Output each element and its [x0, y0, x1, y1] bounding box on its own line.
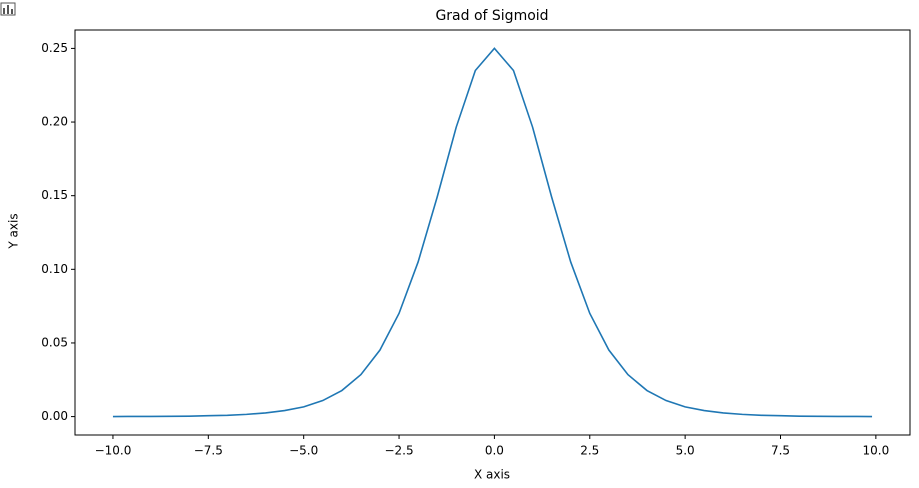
- x-tick-label: −7.5: [194, 444, 223, 458]
- x-tick-label: 7.5: [771, 444, 790, 458]
- plot-frame: [74, 29, 911, 436]
- y-tick-label: 0.00: [41, 409, 68, 423]
- x-tick-label: 0.0: [485, 444, 504, 458]
- x-tick-label: 10.0: [863, 444, 890, 458]
- y-tick-label: 0.15: [41, 188, 68, 202]
- y-tick-label: 0.25: [41, 41, 68, 55]
- toolbar-icon[interactable]: [0, 2, 16, 16]
- line-series: [112, 47, 873, 418]
- x-axis-label: X axis: [474, 468, 510, 482]
- x-tick-label: 2.5: [580, 444, 599, 458]
- x-tick-label: −5.0: [289, 444, 318, 458]
- y-tick-label: 0.10: [41, 262, 68, 276]
- x-tick-label: 5.0: [676, 444, 695, 458]
- chart-title: Grad of Sigmoid: [435, 8, 548, 24]
- x-tick-label: −2.5: [384, 444, 413, 458]
- x-tick-label: −10.0: [95, 444, 132, 458]
- y-axis-label: Y axis: [7, 213, 21, 249]
- y-tick-label: 0.05: [41, 335, 68, 349]
- y-tick-label: 0.20: [41, 115, 68, 129]
